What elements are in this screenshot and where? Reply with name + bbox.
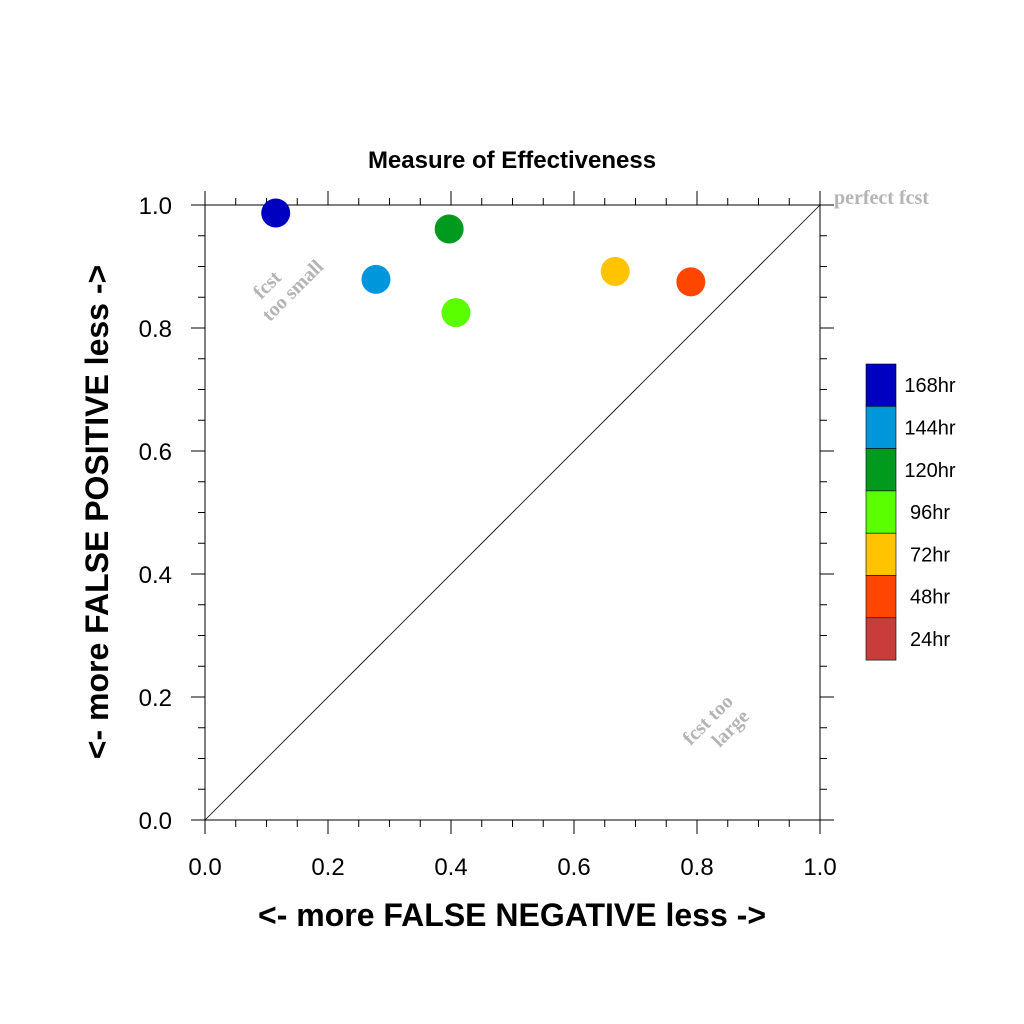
legend-label-96hr: 96hr	[910, 502, 950, 524]
legend-label-144hr: 144hr	[904, 417, 955, 439]
legend-swatch-144hr	[865, 405, 897, 449]
point-48hr	[676, 267, 706, 297]
legend: 168hr 144hr 120hr 96hr 72hr 48hr 24hr	[865, 363, 956, 661]
x-axis-label: <- more FALSE NEGATIVE less ->	[258, 897, 766, 933]
annotation-fcst-too-small: fcst too small	[249, 255, 328, 325]
perfect-forecast-diagonal	[204, 204, 821, 821]
x-tick-label: 0.0	[188, 854, 221, 881]
chart-title: Measure of Effectiveness	[368, 147, 656, 174]
point-120hr	[434, 214, 464, 244]
y-tick-label: 0.8	[139, 316, 172, 343]
diagonal-line	[204, 204, 821, 821]
legend-label-24hr: 24hr	[910, 629, 950, 651]
point-72hr	[600, 256, 630, 286]
y-axis-label: <- more FALSE POSITIVE less ->	[79, 265, 115, 759]
legend-label-120hr: 120hr	[904, 460, 955, 482]
axis-ticks: 0.0 0.2 0.4 0.6 0.8 1.0 0.0 0.2 0.4 0.6 0.8 1.0	[139, 191, 837, 881]
legend-swatch-168hr	[865, 363, 897, 407]
legend-swatch-96hr	[865, 490, 897, 534]
legend-swatch-48hr	[865, 575, 897, 619]
legend-label-168hr: 168hr	[904, 375, 955, 397]
y-tick-label: 0.0	[139, 808, 172, 835]
x-tick-label: 0.6	[557, 854, 590, 881]
x-tick-label: 0.2	[311, 854, 344, 881]
legend-label-48hr: 48hr	[910, 587, 950, 609]
point-144hr	[361, 264, 391, 294]
x-tick-label: 0.4	[434, 854, 467, 881]
x-tick-label: 0.8	[680, 854, 713, 881]
x-tick-label: 1.0	[803, 854, 836, 881]
annotation-fcst-too-large: fcst too large	[679, 691, 754, 752]
annotation-perfect-fcst: perfect fcst	[834, 187, 929, 209]
point-168hr	[261, 198, 291, 228]
y-tick-label: 1.0	[139, 193, 172, 220]
legend-swatch-120hr	[865, 448, 897, 492]
y-tick-label: 0.2	[139, 685, 172, 712]
legend-swatch-72hr	[865, 532, 897, 576]
legend-label-72hr: 72hr	[910, 544, 950, 566]
legend-swatch-24hr	[865, 617, 897, 661]
data-points	[261, 198, 706, 328]
y-tick-label: 0.6	[139, 439, 172, 466]
point-96hr	[441, 298, 471, 328]
y-tick-label: 0.4	[139, 562, 172, 589]
